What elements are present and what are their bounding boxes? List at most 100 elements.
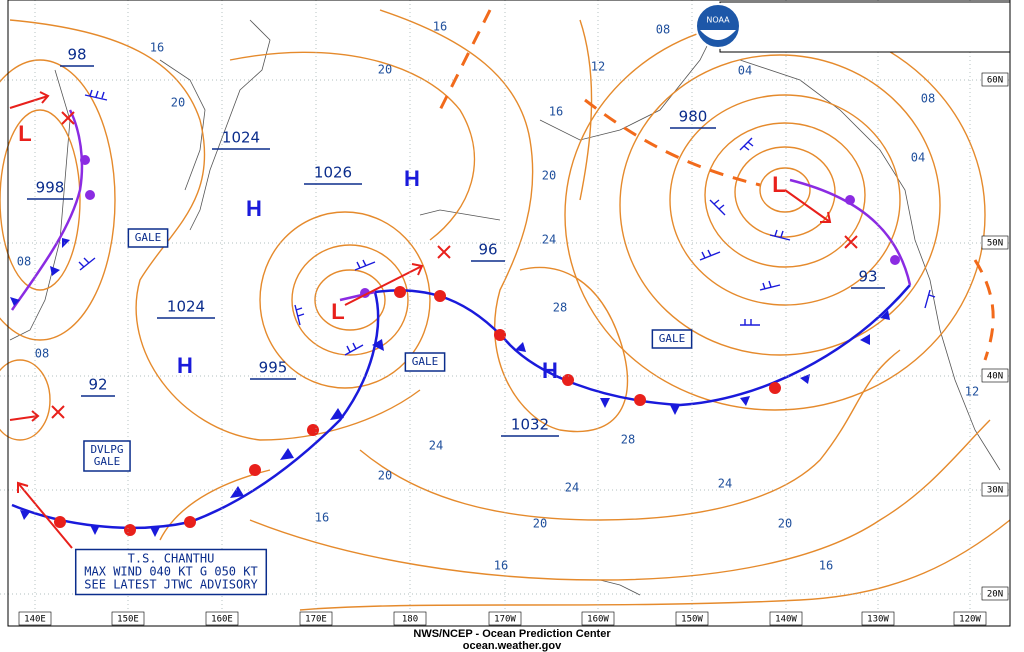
lat-label: 50N <box>987 239 1003 249</box>
isobar-label: 08 <box>656 23 670 37</box>
lat-label-box <box>981 482 1009 497</box>
gale-text: GALE <box>659 332 686 345</box>
high-center: H <box>246 196 262 221</box>
lat-label: 60N <box>987 76 1003 86</box>
lon-label-box <box>18 611 52 626</box>
high-center: H <box>177 353 193 378</box>
isobar-label: 12 <box>591 60 605 74</box>
lon-label: 150W <box>681 615 703 625</box>
lat-label-box <box>981 586 1009 601</box>
lon-label-box <box>769 611 803 626</box>
isobar-label: 24 <box>542 233 556 247</box>
gale-text: GALE <box>412 355 439 368</box>
header-box: NOAA <box>695 1 1011 53</box>
isobar-label: 16 <box>819 559 833 573</box>
isobar-label: 28 <box>553 301 567 315</box>
isobar-label: 24 <box>429 439 443 453</box>
storm-text: T.S. CHANTHU <box>128 552 215 566</box>
gale-box <box>127 228 169 248</box>
lat-label: 30N <box>987 486 1003 496</box>
gale-text: DVLPG <box>90 443 123 456</box>
pressure-label: 92 <box>88 376 107 394</box>
pressure-label: 1026 <box>314 164 352 182</box>
pressure-label: 1032 <box>511 416 549 434</box>
pressure-label: 96 <box>478 241 497 259</box>
lon-label-box <box>953 611 987 626</box>
storm-text: SEE LATEST JTWC ADVISORY <box>84 578 258 592</box>
isobar-label: 20 <box>542 169 556 183</box>
isobar-label: 16 <box>315 511 329 525</box>
gale-box <box>651 329 693 349</box>
lon-label-box <box>111 611 145 626</box>
isobar-label: 12 <box>965 385 979 399</box>
lon-label: 140E <box>24 615 46 625</box>
pressure-label: 998 <box>36 179 65 197</box>
lon-label-box <box>861 611 895 626</box>
lon-label: 180 <box>402 615 418 625</box>
trough <box>438 9 492 111</box>
storm-text: MAX WIND 040 KT G 050 KT <box>84 565 257 579</box>
gale-box <box>404 352 446 372</box>
trough <box>973 259 995 361</box>
lat-label-box <box>981 235 1009 250</box>
gale-box <box>83 440 131 472</box>
lon-label: 120W <box>959 615 981 625</box>
isobar-label: 16 <box>494 559 508 573</box>
lon-label: 160E <box>211 615 233 625</box>
isobar-label: 08 <box>921 92 935 106</box>
footer-center: NWS/NCEP - Ocean Prediction Center <box>413 628 611 640</box>
pressure-label: 995 <box>259 359 288 377</box>
lon-label-box <box>205 611 239 626</box>
isobar-label: 16 <box>433 20 447 34</box>
lon-label-box <box>299 611 333 626</box>
gale-text: GALE <box>135 231 162 244</box>
storm-box <box>74 548 268 596</box>
lon-label: 160W <box>587 615 609 625</box>
pressure-label: 93 <box>858 268 877 286</box>
lon-label-box <box>675 611 709 626</box>
lon-label-box <box>393 611 427 626</box>
lon-label: 170E <box>305 615 327 625</box>
isobar-label: 24 <box>565 481 579 495</box>
map-frame <box>7 0 1011 627</box>
lat-label-box <box>981 368 1009 383</box>
isobar-label: 28 <box>621 433 635 447</box>
isobar-label: 20 <box>778 517 792 531</box>
isobar-label: 08 <box>17 255 31 269</box>
lon-label: 130W <box>867 615 889 625</box>
isobar-label: 20 <box>171 96 185 110</box>
pressure-label: 980 <box>679 108 708 126</box>
isobar-label: 20 <box>533 517 547 531</box>
pressure-label: 1024 <box>222 129 260 147</box>
high-center: H <box>542 358 558 383</box>
lon-label-box <box>488 611 522 626</box>
storm-tracks <box>9 91 858 549</box>
isobar-label: 16 <box>549 105 563 119</box>
low-center: L <box>331 299 344 324</box>
gale-text: GALE <box>94 455 121 468</box>
lat-label-box <box>981 72 1009 87</box>
low-center: L <box>18 121 31 146</box>
logo-text: NOAA <box>706 16 730 25</box>
isobar-label: 04 <box>911 151 925 165</box>
isobar-label: 24 <box>718 477 732 491</box>
isobar-label: 08 <box>35 347 49 361</box>
lon-label-box <box>581 611 615 626</box>
lon-label: 170W <box>494 615 516 625</box>
pressure-label: 1024 <box>167 298 205 316</box>
lon-label: 140W <box>775 615 797 625</box>
high-center: H <box>404 166 420 191</box>
isobar-label: 04 <box>738 64 752 78</box>
isobar-label: 20 <box>378 63 392 77</box>
lon-label: 150E <box>117 615 139 625</box>
wind-barbs <box>78 89 936 356</box>
isobar-label: 16 <box>150 41 164 55</box>
lat-label: 40N <box>987 372 1003 382</box>
footer-url: ocean.weather.gov <box>463 640 562 652</box>
low-center: L <box>772 172 785 197</box>
trough <box>584 98 761 187</box>
lat-label: 20N <box>987 590 1003 600</box>
isobars <box>0 9 1011 611</box>
